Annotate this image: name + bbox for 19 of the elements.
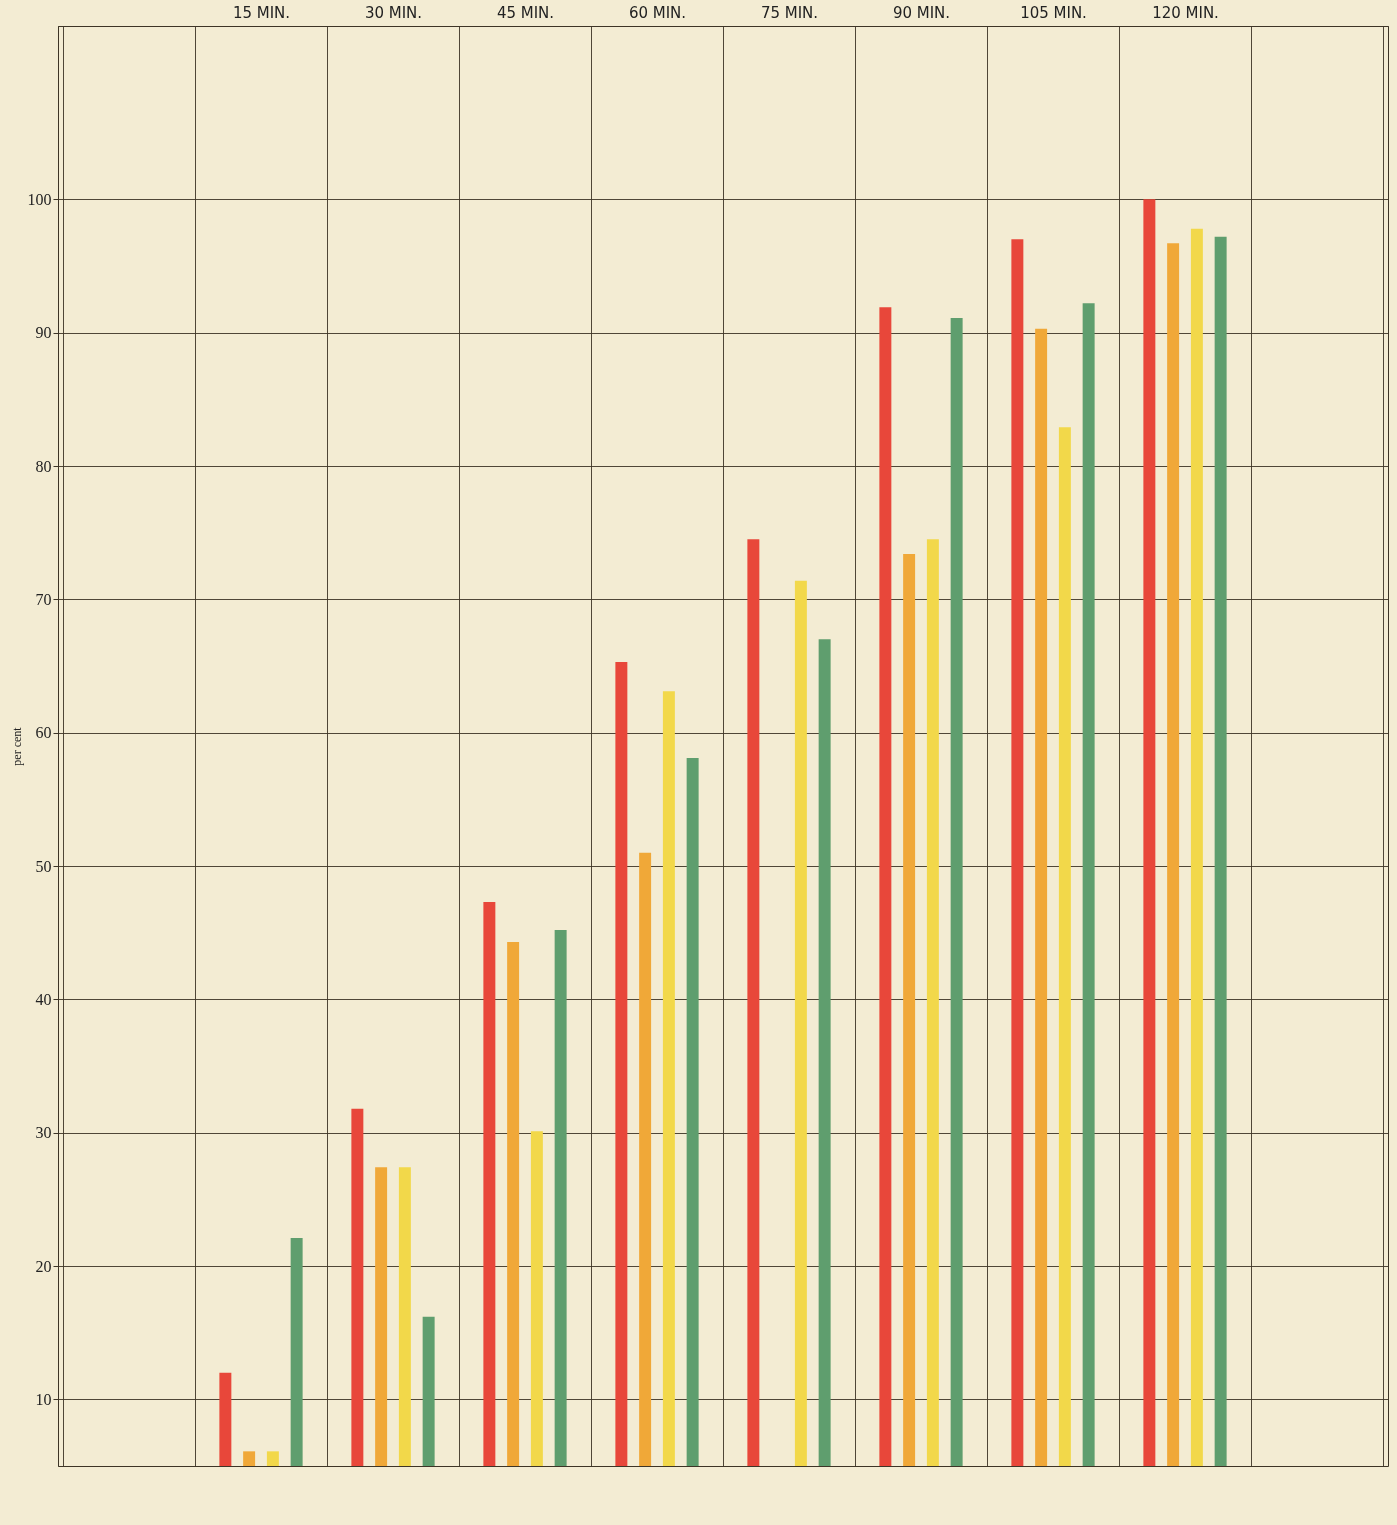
x-tick-label: 105 MIN. bbox=[1020, 3, 1087, 22]
y-tick-label: 100 bbox=[27, 190, 52, 208]
x-tick-label: 30 MIN. bbox=[364, 3, 423, 22]
y-tick-label: 20 bbox=[35, 1257, 52, 1275]
x-tick-label: 90 MIN. bbox=[892, 3, 951, 22]
y-tick-label: 40 bbox=[35, 990, 52, 1008]
x-tick-label: 75 MIN. bbox=[760, 3, 819, 22]
y-tick-label: 70 bbox=[35, 590, 52, 608]
y-tick-label: 60 bbox=[35, 724, 52, 742]
y-tick-label: 50 bbox=[35, 857, 52, 875]
y-axis-title: per cent bbox=[9, 726, 24, 766]
x-tick-label: 15 MIN. bbox=[232, 3, 291, 22]
y-tick-label: 90 bbox=[35, 324, 52, 342]
x-tick-label: 120 MIN. bbox=[1152, 3, 1219, 22]
y-tick-label: 10 bbox=[35, 1390, 52, 1408]
y-tick-label: 30 bbox=[35, 1124, 52, 1142]
y-tick-label: 80 bbox=[35, 457, 52, 475]
x-tick-label: 60 MIN. bbox=[628, 3, 687, 22]
x-tick-label: 45 MIN. bbox=[496, 3, 555, 22]
